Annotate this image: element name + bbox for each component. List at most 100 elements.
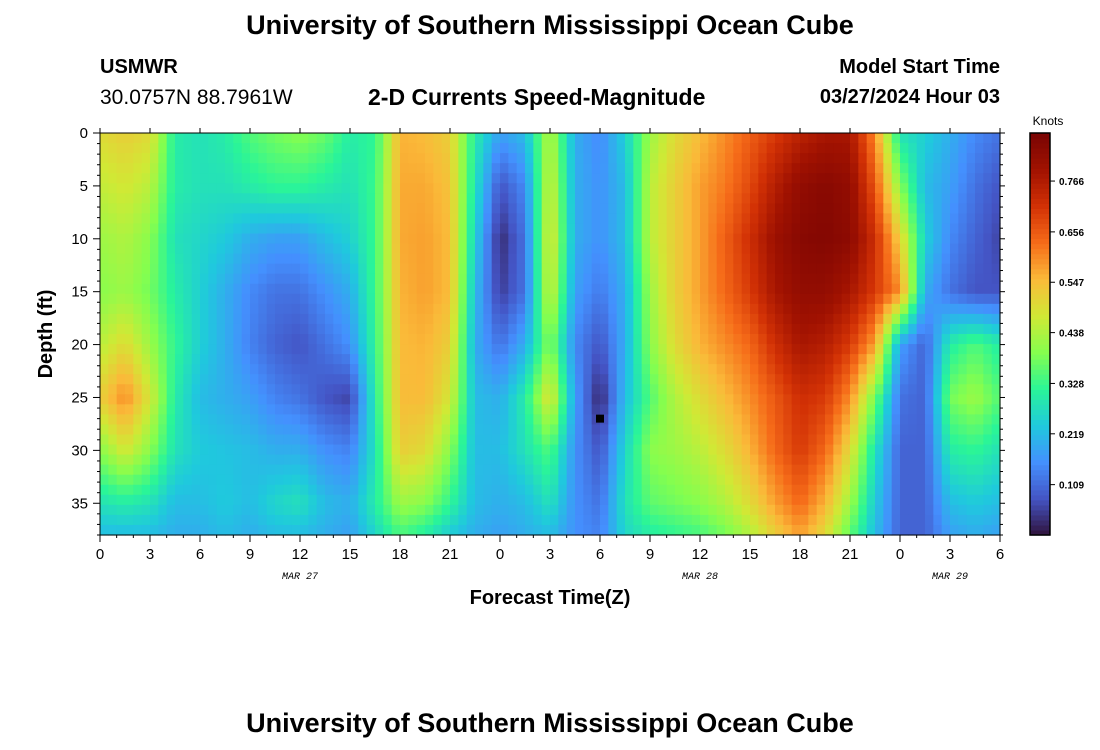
heatmap-cell <box>741 414 751 426</box>
heatmap-cell <box>800 404 809 415</box>
heatmap-cell <box>683 414 693 426</box>
heatmap-cell <box>333 394 343 405</box>
heatmap-cell <box>266 344 276 355</box>
heatmap-cell <box>958 494 968 506</box>
heatmap-cell <box>725 203 734 214</box>
heatmap-cell <box>341 203 351 214</box>
x-tick-label: 21 <box>842 546 859 563</box>
heatmap-cell <box>383 163 393 174</box>
heatmap-cell <box>358 183 368 194</box>
heatmap-cell <box>766 384 776 395</box>
heatmap-cell <box>991 374 1001 385</box>
heatmap-cell <box>975 474 984 486</box>
heatmap-cell <box>841 253 851 265</box>
heatmap-cell <box>125 384 134 395</box>
heatmap-cell <box>283 203 293 214</box>
heatmap-cell <box>400 394 409 405</box>
heatmap-cell <box>241 494 251 506</box>
heatmap-cell <box>791 233 801 245</box>
station-name: USMWR <box>100 56 178 78</box>
heatmap-cell <box>241 293 251 305</box>
heatmap-cell <box>858 203 868 214</box>
heatmap-cell <box>441 303 451 315</box>
heatmap-cell <box>933 163 943 174</box>
heatmap-cell <box>900 484 909 496</box>
heatmap-cell <box>575 464 584 476</box>
heatmap-cell <box>650 143 659 154</box>
heatmap-cell <box>891 524 901 536</box>
heatmap-cell <box>766 374 776 385</box>
heatmap-cell <box>566 193 576 204</box>
heatmap-cell <box>208 303 218 315</box>
heatmap-cell <box>183 303 193 315</box>
heatmap-cell <box>125 253 134 265</box>
heatmap-cell <box>650 524 659 536</box>
heatmap-cell <box>450 233 459 245</box>
heatmap-cell <box>641 233 651 245</box>
heatmap-cell <box>266 524 276 536</box>
heatmap-cell <box>733 334 743 345</box>
heatmap-cell <box>233 404 243 415</box>
heatmap-cell <box>225 153 234 164</box>
heatmap-cell <box>691 273 701 285</box>
heatmap-cell <box>608 444 618 456</box>
heatmap-cell <box>866 183 876 194</box>
heatmap-cell <box>600 474 609 486</box>
heatmap-cell <box>800 464 809 476</box>
heatmap-cell <box>958 223 968 235</box>
heatmap-cell <box>166 183 176 194</box>
heatmap-cell <box>700 273 709 285</box>
heatmap-cell <box>766 143 776 154</box>
heatmap-cell <box>233 354 243 365</box>
heatmap-cell <box>116 424 126 436</box>
heatmap-cell <box>525 514 534 526</box>
heatmap-cell <box>858 223 868 235</box>
heatmap-cell <box>733 424 743 436</box>
heatmap-cell <box>775 313 784 325</box>
heatmap-cell <box>975 454 984 466</box>
heatmap-cell <box>766 474 776 486</box>
heatmap-cell <box>808 394 818 405</box>
heatmap-cell <box>816 524 826 536</box>
heatmap-cell <box>975 273 984 285</box>
heatmap-cell <box>166 253 176 265</box>
heatmap-cell <box>925 293 934 305</box>
heatmap-cell <box>641 424 651 436</box>
heatmap-cell <box>683 153 693 164</box>
heatmap-cell <box>458 243 468 255</box>
heatmap-cell <box>100 414 109 426</box>
heatmap-cell <box>741 313 751 325</box>
heatmap-cell <box>608 253 618 265</box>
heatmap-cell <box>266 193 276 204</box>
heatmap-cell <box>183 484 193 496</box>
heatmap-cell <box>208 293 218 305</box>
heatmap-cell <box>608 163 618 174</box>
heatmap-cell <box>983 223 993 235</box>
heatmap-cell <box>916 384 926 395</box>
heatmap-cell <box>433 424 443 436</box>
heatmap-cell <box>766 504 776 516</box>
heatmap-cell <box>316 313 326 325</box>
heatmap-cell <box>308 464 318 476</box>
heatmap-cell <box>366 444 376 456</box>
x-tick-label: 3 <box>546 546 554 563</box>
heatmap-cell <box>175 223 184 235</box>
heatmap-cell <box>608 334 618 345</box>
heatmap-cell <box>925 313 934 325</box>
heatmap-cell <box>141 273 151 285</box>
heatmap-cell <box>183 173 193 184</box>
heatmap-cell <box>366 354 376 365</box>
heatmap-cell <box>491 193 501 204</box>
heatmap-cell <box>433 283 443 295</box>
heatmap-cell <box>291 354 301 365</box>
heatmap-cell <box>158 293 168 305</box>
colorbar-segment <box>1030 188 1050 194</box>
heatmap-cell <box>941 253 951 265</box>
heatmap-cell <box>416 323 426 335</box>
heatmap-cell <box>741 243 751 255</box>
heatmap-cell <box>275 424 284 436</box>
heatmap-cell <box>933 444 943 456</box>
heatmap-cell <box>658 163 668 174</box>
heatmap-cell <box>950 233 959 245</box>
heatmap-cell <box>816 303 826 315</box>
